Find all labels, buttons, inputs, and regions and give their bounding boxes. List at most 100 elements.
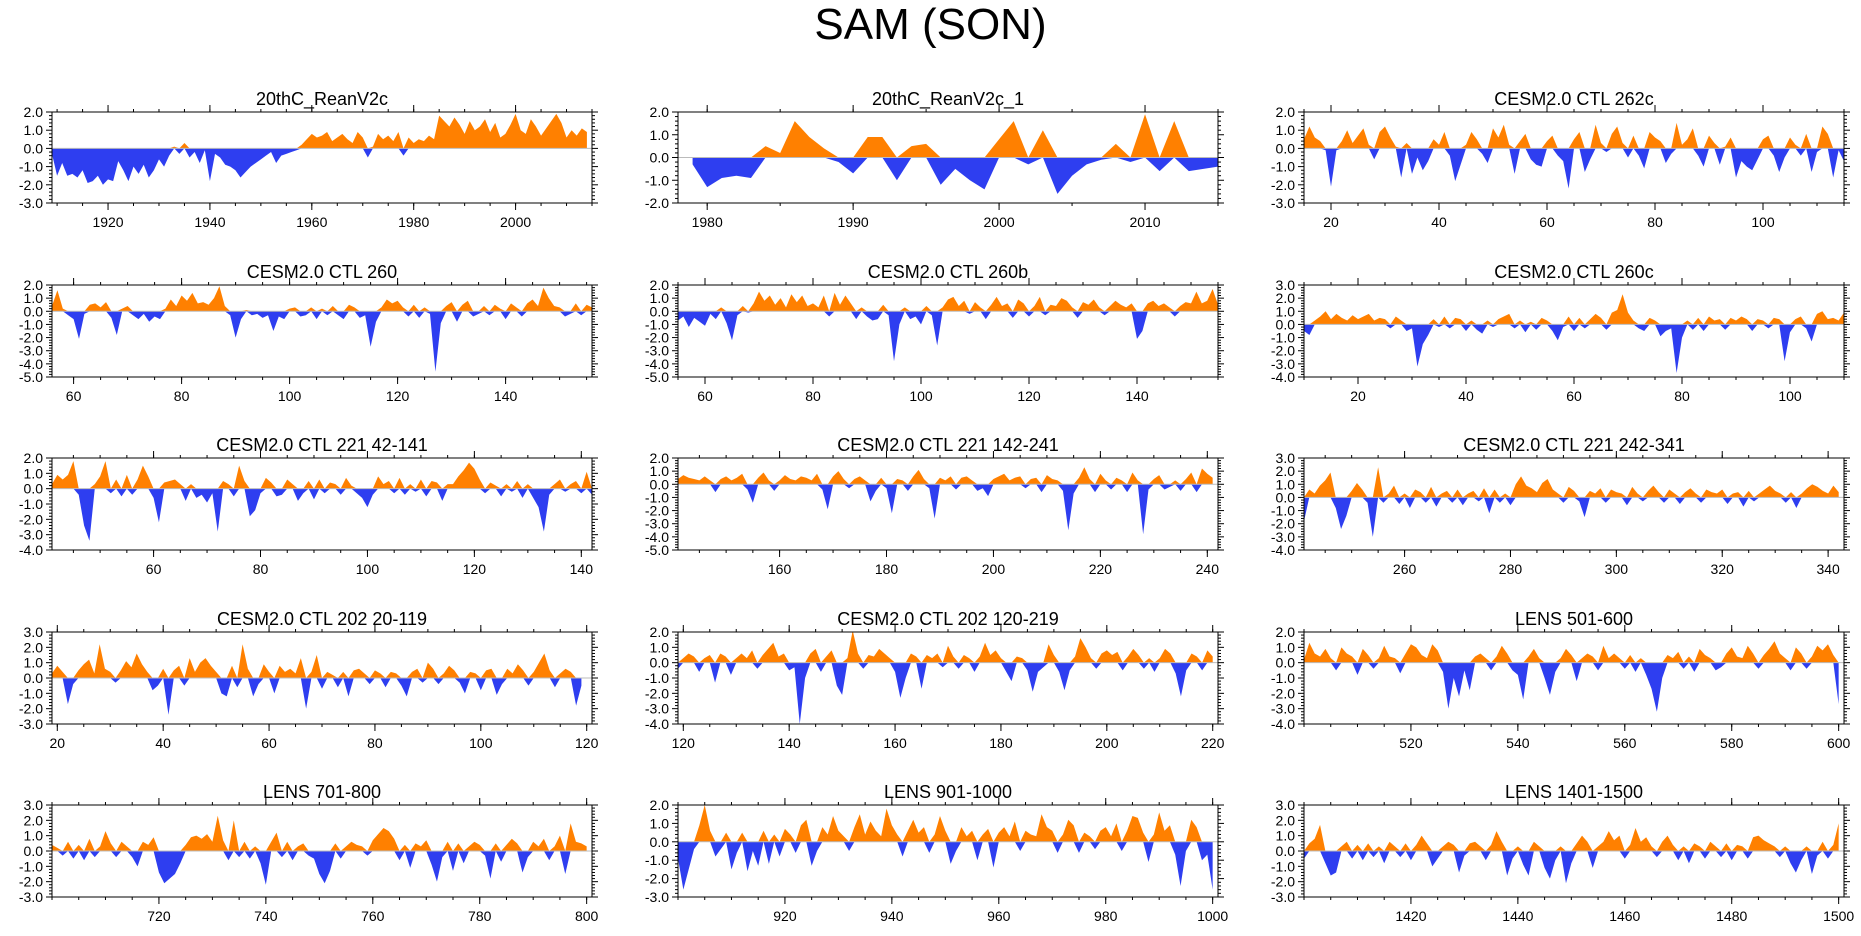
x-tick-label: 540 [1506, 735, 1530, 751]
y-tick-label: -2.0 [645, 871, 669, 887]
y-tick-label: 3.0 [1276, 277, 1296, 293]
x-tick-label: 60 [697, 388, 713, 404]
y-tick-label: 0.0 [1276, 489, 1296, 505]
x-tick-label: 100 [1751, 214, 1775, 230]
x-tick-label: 140 [1125, 388, 1149, 404]
y-tick-label: 2.0 [1276, 104, 1296, 120]
panel-title: 20thC_ReanV2c [256, 89, 388, 110]
y-tick-label: -2.0 [1271, 343, 1295, 359]
x-tick-label: 960 [987, 908, 1011, 924]
y-tick-label: -1.0 [645, 670, 669, 686]
chart-panel-12: LENS 501-600 -4.0-3.0-2.0-1.00.01.02.0 520… [1271, 609, 1851, 751]
positive-area [1304, 641, 1839, 663]
x-tick-label: 140 [777, 735, 801, 751]
x-tick-label: 1480 [1716, 908, 1747, 924]
negative-area [1304, 497, 1839, 537]
x-tick-label: 120 [672, 735, 696, 751]
y-tick-label: 2.0 [24, 450, 44, 466]
y-tick-label: 0.0 [1276, 140, 1296, 156]
y-tick-label: 0.0 [1276, 843, 1296, 859]
x-tick-label: 100 [278, 388, 302, 404]
x-tick-label: 140 [494, 388, 518, 404]
x-tick-label: 20 [1323, 214, 1339, 230]
y-tick-label: -2.0 [645, 195, 669, 211]
panel-title: CESM2.0 CTL 260c [1494, 262, 1653, 282]
x-tick-label: 220 [1201, 735, 1225, 751]
y-tick-label: -3.0 [19, 343, 43, 359]
panel-title: CESM2.0 CTL 262c [1494, 89, 1653, 109]
y-tick-label: 2.0 [24, 277, 44, 293]
positive-area [678, 467, 1213, 485]
figure-title: SAM (SON) [814, 0, 1047, 49]
y-tick-label: -1.0 [1271, 330, 1295, 346]
y-tick-label: -4.0 [19, 356, 43, 372]
x-tick-label: 740 [254, 908, 278, 924]
positive-area [1304, 467, 1839, 498]
x-tick-label: 1990 [838, 214, 869, 230]
positive-area [52, 113, 587, 149]
x-tick-label: 60 [1539, 214, 1555, 230]
y-tick-label: -1.0 [1271, 858, 1295, 874]
y-tick-label: -2.0 [19, 874, 43, 890]
y-tick-label: 2.0 [650, 797, 670, 813]
x-tick-label: 40 [1458, 388, 1474, 404]
positive-area [678, 805, 1213, 842]
positive-area [1304, 294, 1844, 325]
y-tick-label: -2.0 [19, 177, 43, 193]
negative-area [678, 841, 1213, 890]
y-tick-label: 2.0 [650, 104, 670, 120]
y-tick-label: 0.0 [650, 655, 670, 671]
y-tick-label: -2.0 [19, 511, 43, 527]
x-tick-label: 180 [875, 561, 899, 577]
y-tick-label: -5.0 [645, 369, 669, 385]
chart-panel-11: CESM2.0 CTL 202 120-219 -4.0-3.0-2.0-1.00… [645, 609, 1225, 751]
y-tick-label: 3.0 [24, 797, 44, 813]
x-tick-label: 1000 [1197, 908, 1228, 924]
plot-frame [1303, 457, 1845, 551]
y-tick-label: 2.0 [1276, 463, 1296, 479]
x-tick-label: 80 [805, 388, 821, 404]
chart-panel-14: LENS 901-1000 -3.0 -2.0 -1.0 0.0 1.0 2.0 920 940… [645, 782, 1229, 924]
y-tick-label: -3.0 [1271, 889, 1295, 905]
y-tick-label: -5.0 [645, 542, 669, 558]
negative-area [692, 157, 1218, 194]
y-tick-label: 2.0 [24, 639, 44, 655]
x-tick-label: 1960 [296, 214, 327, 230]
x-tick-label: 320 [1711, 561, 1735, 577]
y-tick-label: -1.0 [19, 858, 43, 874]
y-tick-label: 0.0 [24, 140, 44, 156]
x-tick-label: 260 [1393, 561, 1417, 577]
panel-title: CESM2.0 CTL 202 20-119 [217, 609, 427, 629]
plot-frame [51, 457, 593, 551]
y-tick-label: 2.0 [1276, 290, 1296, 306]
y-tick-label: -1.0 [645, 316, 669, 332]
x-tick-label: 1440 [1502, 908, 1533, 924]
y-tick-label: -5.0 [19, 369, 43, 385]
x-tick-label: 800 [575, 908, 599, 924]
chart-panel-5: CESM2.0 CTL 260b-5.0-4.0-3.0-2.0-1.00.01… [645, 262, 1224, 404]
y-tick-label: 2.0 [650, 450, 670, 466]
y-tick-label: 1.0 [24, 290, 44, 306]
y-tick-label: -4.0 [645, 356, 669, 372]
y-tick-label: 2.0 [24, 104, 44, 120]
y-tick-label: -3.0 [19, 716, 43, 732]
chart-panel-4: CESM2.0 CTL 260 -5.0-4.0-3.0-2.0-1.00.01.… [19, 262, 598, 404]
y-tick-label: 0.0 [650, 303, 670, 319]
x-tick-label: 100 [469, 735, 493, 751]
y-tick-label: 1.0 [24, 655, 44, 671]
panel-title: LENS 501-600 [1515, 609, 1633, 629]
y-tick-label: 2.0 [24, 812, 44, 828]
plot-frame [51, 284, 593, 378]
x-tick-label: 560 [1613, 735, 1637, 751]
y-tick-label: -3.0 [19, 889, 43, 905]
chart-panel-1: 20thC_ReanV2c -3.0 -2.0 -1.0 0.0 1.0 2.0 1920 19… [19, 89, 598, 230]
x-tick-label: 760 [361, 908, 385, 924]
x-tick-label: 100 [356, 561, 380, 577]
y-tick-label: 3.0 [24, 624, 44, 640]
y-tick-label: 3.0 [1276, 450, 1296, 466]
y-tick-label: 0.0 [1276, 655, 1296, 671]
y-tick-label: -1.0 [19, 316, 43, 332]
panel-title: LENS 701-800 [263, 782, 381, 802]
y-tick-label: -1.0 [19, 685, 43, 701]
y-tick-label: -4.0 [1271, 716, 1295, 732]
